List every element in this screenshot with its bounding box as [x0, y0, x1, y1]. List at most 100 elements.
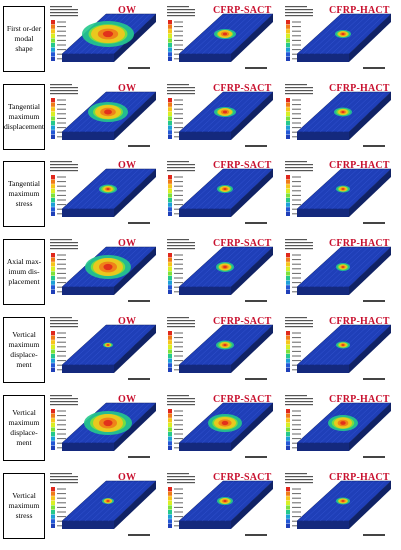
contour-plot [167, 317, 274, 380]
slab-side [349, 481, 391, 529]
legend-swatch [51, 271, 55, 276]
contour-zone [103, 419, 113, 427]
legend-swatch [286, 211, 290, 216]
contour-zone [341, 266, 345, 268]
legend-swatch [168, 335, 172, 340]
row-label: Tangential maximum stress [3, 161, 45, 227]
legend-swatch [51, 130, 55, 135]
configuration-tag: CFRP-HACT [329, 83, 390, 94]
slab-front [179, 209, 231, 217]
legend-swatch [286, 487, 290, 492]
legend-swatch [286, 413, 290, 418]
slab-side [349, 92, 391, 140]
contour-plot [285, 317, 392, 380]
configuration-tag: OW [118, 83, 137, 94]
legend-swatch [51, 207, 55, 212]
legend-swatch [286, 184, 290, 189]
legend-swatch [168, 188, 172, 193]
slab-side [231, 481, 273, 529]
legend-swatch [168, 487, 172, 492]
legend-swatch [286, 276, 290, 281]
legend-swatch [51, 487, 55, 492]
slab-front [179, 443, 231, 451]
legend-swatch [286, 253, 290, 258]
slab-side [114, 14, 156, 62]
contour-plot [167, 473, 274, 536]
contour-zone [223, 265, 227, 269]
legend-swatch [168, 491, 172, 496]
legend-swatch [286, 496, 290, 501]
legend-swatch [286, 175, 290, 180]
legend-swatch [51, 24, 55, 29]
legend-swatch [168, 331, 172, 336]
legend-swatch [168, 20, 172, 25]
legend-swatch [168, 289, 172, 294]
legend-swatch [168, 193, 172, 198]
legend-swatch [51, 56, 55, 61]
legend-swatch [51, 363, 55, 368]
legend-swatch [286, 125, 290, 130]
legend-swatch [286, 344, 290, 349]
legend-swatch [168, 496, 172, 501]
legend-swatch [168, 340, 172, 345]
contour-zone [340, 421, 346, 425]
legend-swatch [286, 116, 290, 121]
legend-swatch [286, 257, 290, 262]
contour-panel [165, 4, 275, 74]
legend-swatch [286, 29, 290, 34]
configuration-tag: OW [118, 472, 137, 483]
configuration-tag: CFRP-HACT [329, 5, 390, 16]
legend-swatch [51, 266, 55, 271]
legend-swatch [286, 188, 290, 193]
legend-swatch [51, 413, 55, 418]
legend-swatch [168, 33, 172, 38]
contour-panel [48, 4, 158, 74]
contour-zone [221, 420, 229, 426]
slab-side [114, 247, 156, 295]
legend-swatch [286, 262, 290, 267]
legend-swatch [51, 134, 55, 139]
row-label: First or-der modal shape [3, 6, 45, 72]
legend-swatch [168, 505, 172, 510]
slab-front [179, 54, 231, 62]
legend-swatch [51, 116, 55, 121]
slab-front [179, 287, 231, 295]
legend-swatch [51, 20, 55, 25]
legend-swatch [51, 175, 55, 180]
slab-front [62, 287, 114, 295]
legend-swatch [286, 285, 290, 290]
contour-plot [285, 84, 392, 147]
legend-swatch [51, 505, 55, 510]
legend-swatch [168, 116, 172, 121]
legend-swatch [168, 514, 172, 519]
contour-zone [107, 344, 109, 346]
contour-zone [222, 110, 228, 114]
legend-swatch [51, 253, 55, 258]
legend-swatch [286, 193, 290, 198]
legend-swatch [286, 271, 290, 276]
legend-swatch [51, 432, 55, 437]
configuration-tag: CFRP-HACT [329, 472, 390, 483]
legend-swatch [168, 125, 172, 130]
configuration-tag: OW [118, 238, 137, 249]
legend-swatch [168, 198, 172, 203]
legend-swatch [51, 436, 55, 441]
legend-swatch [286, 335, 290, 340]
slab-side [114, 403, 156, 451]
slab-side [231, 92, 273, 140]
slab-side [349, 14, 391, 62]
configuration-tag: OW [118, 5, 137, 16]
legend-swatch [51, 98, 55, 103]
legend-swatch [168, 134, 172, 139]
legend-swatch [286, 130, 290, 135]
configuration-tag: CFRP-SACT [213, 316, 272, 327]
legend-swatch [51, 445, 55, 450]
figure-row: Tangential maximum displacement OW CFRP-SA… [0, 80, 401, 154]
legend-swatch [168, 98, 172, 103]
configuration-tag: CFRP-SACT [213, 238, 272, 249]
legend-swatch [51, 33, 55, 38]
legend-swatch [168, 211, 172, 216]
legend-swatch [168, 367, 172, 372]
row-label: Vertical maximum stress [3, 473, 45, 539]
legend-swatch [168, 285, 172, 290]
